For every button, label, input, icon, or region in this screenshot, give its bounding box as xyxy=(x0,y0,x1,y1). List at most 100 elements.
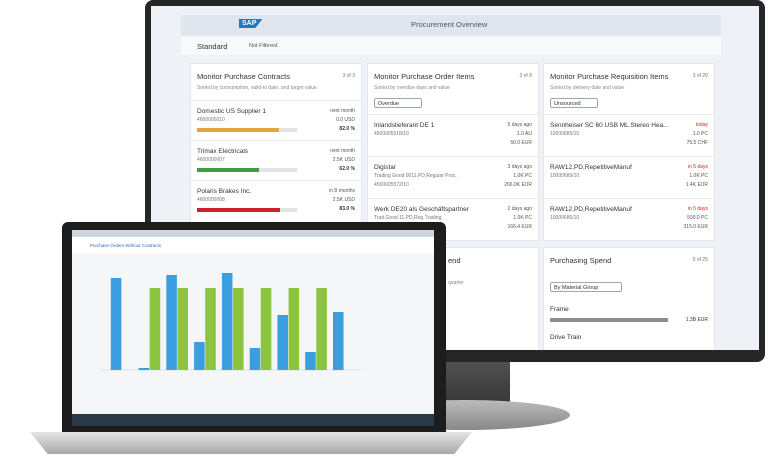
item-name: Digistar xyxy=(374,164,397,171)
card-count: 3 of 20 xyxy=(692,73,708,79)
bar xyxy=(221,273,233,370)
app-title[interactable]: Procurement Overview xyxy=(411,20,488,29)
progress-label: 62.0 % xyxy=(339,166,355,172)
spend-bar xyxy=(550,318,668,322)
item-value: 2 days ago xyxy=(507,206,532,212)
bar xyxy=(233,288,244,370)
item-name: RAW12,PD,RepetitiveManuf xyxy=(550,206,632,213)
item-value: 50.0 EUR xyxy=(510,140,532,146)
taskbar xyxy=(72,414,434,426)
card-subtitle: quarter xyxy=(448,280,464,286)
sap-logo: SAP xyxy=(239,19,263,28)
progress-label: 82.0 % xyxy=(339,126,355,132)
item-value: 266.0K EUR xyxy=(504,182,532,188)
item-value: 5 days ago xyxy=(507,122,532,128)
card[interactable]: Monitor Purchase Contracts 3 of 3 Sorted b… xyxy=(190,63,362,241)
item-value: 1.0K PC xyxy=(513,173,532,179)
title-bar xyxy=(72,230,434,237)
list-item[interactable]: Domestic US Supplier 1 4600000010 next mon… xyxy=(191,100,361,141)
card-subtitle: Sorted by overdue days and value xyxy=(374,85,450,91)
dropdown[interactable]: By Material Group xyxy=(550,282,622,292)
card-count: 3 of 3 xyxy=(342,73,355,79)
item-value: 1.4K EUR xyxy=(685,182,708,188)
list-item[interactable]: RAW12,PD,RepetitiveManuf 10000689/10 in 5 … xyxy=(544,156,714,199)
laptop-base xyxy=(30,432,472,454)
bar xyxy=(194,342,205,370)
item-value: today xyxy=(695,122,708,128)
filter-status: Not Filtered xyxy=(249,43,278,49)
item-name: RAW12,PD,RepetitiveManuf xyxy=(550,164,632,171)
list-item[interactable]: Polaris Brakes Inc. 4600000008 in 8 months… xyxy=(191,180,361,221)
bar xyxy=(333,312,344,370)
item-detail: 10000689/10 xyxy=(550,173,580,179)
shell-bar: SAP Procurement Overview xyxy=(181,15,721,35)
item-detail: 4500005518/10 xyxy=(374,131,409,137)
item-value: 1.0K PC xyxy=(513,215,532,221)
bar xyxy=(205,288,216,370)
progress-label: 83.0 % xyxy=(339,206,355,212)
item-value: 1.0K PC xyxy=(689,173,708,179)
filter-bar: Standard Not Filtered xyxy=(181,37,721,55)
item-detail: 4600000007 xyxy=(197,157,225,163)
progress-track xyxy=(197,128,297,132)
card-title: end xyxy=(448,256,461,265)
list-item[interactable]: Sennheiser SC 60 USB ML Stereo Hea... 100… xyxy=(544,114,714,157)
item-detail: 4600000010 xyxy=(197,117,225,123)
item-value: 1.0 AU xyxy=(516,131,532,137)
card-count: 5 of 25 xyxy=(692,257,708,263)
card[interactable]: Monitor Purchase Requisition Items 3 of 2… xyxy=(543,63,715,241)
dropdown[interactable]: Overdue xyxy=(374,98,422,108)
item-value: 166.4 EUR xyxy=(507,224,532,230)
card-subtitle: Sorted by consumption, valid-to date, an… xyxy=(197,85,317,91)
item-value: in 5 days xyxy=(687,164,708,170)
item-value: 2.5K USD xyxy=(332,197,355,203)
progress-track xyxy=(197,168,297,172)
item-name: Polaris Brakes Inc. xyxy=(197,188,252,195)
list-item[interactable]: Trimax Electricals 4600000007 next month 2.… xyxy=(191,140,361,181)
bar xyxy=(316,288,327,370)
bar xyxy=(138,368,150,370)
list-item[interactable]: RAW12,PD,RepetitiveManuf 10000686/10 in 5 … xyxy=(544,198,714,240)
dropdown[interactable]: Unsourced xyxy=(550,98,598,108)
card[interactable]: Monitor Purchase Order Items 3 of 8 Sorted… xyxy=(367,63,539,241)
item-value: 2.5K USD xyxy=(332,157,355,163)
row-value: 1.3B EUR xyxy=(685,317,708,323)
list-item[interactable]: Werk DE20 als Geschäftspartner Trad.Good … xyxy=(368,198,538,240)
progress-bar xyxy=(197,208,280,212)
item-value: 1.0 PC xyxy=(692,131,708,137)
chart-title: Purchase Orders Without Contracts xyxy=(90,243,162,248)
progress-track xyxy=(197,208,297,212)
bar xyxy=(277,315,288,370)
bar xyxy=(305,352,316,370)
variant[interactable]: Standard xyxy=(197,42,228,51)
progress-bar xyxy=(197,168,259,172)
item-detail: 4500005572/10 xyxy=(374,182,409,188)
bar xyxy=(288,288,300,370)
item-detail: Trad.Good 11,PD,Reg.Trading xyxy=(374,215,442,221)
list-item[interactable]: Digistar Trading Good 0011,PD,Regular Pro… xyxy=(368,156,538,199)
item-name: Sennheiser SC 60 USB ML Stereo Hea... xyxy=(550,122,669,129)
row-label: Drive Train xyxy=(550,334,582,341)
item-value: in 5 days xyxy=(687,206,708,212)
item-detail: 4600000008 xyxy=(197,197,225,203)
item-value: 0.0 USD xyxy=(336,117,355,123)
card-count: 3 of 8 xyxy=(519,73,532,79)
item-value: 500.0 PC xyxy=(687,215,708,221)
item-name: Trimax Electricals xyxy=(197,148,249,155)
item-value: next month xyxy=(330,148,355,154)
card[interactable]: Purchasing Spend 5 of 25 By Material Group… xyxy=(543,247,715,350)
bar xyxy=(166,275,177,370)
list-item[interactable]: Inlandslieferant DE 1 4500005518/10 5 days… xyxy=(368,114,538,157)
item-value: next month xyxy=(330,108,355,114)
card-title: Monitor Purchase Contracts xyxy=(197,72,290,81)
item-value: in 8 months xyxy=(329,188,355,194)
bar xyxy=(110,278,122,370)
item-name: Domestic US Supplier 1 xyxy=(197,108,266,115)
item-name: Werk DE20 als Geschäftspartner xyxy=(374,206,469,213)
item-value: 315.0 EUR xyxy=(683,224,708,230)
bar xyxy=(177,288,188,370)
laptop-screen: Purchase Orders Without Contracts xyxy=(72,230,434,426)
progress-bar xyxy=(197,128,279,132)
item-detail: 10000686/10 xyxy=(550,215,580,221)
